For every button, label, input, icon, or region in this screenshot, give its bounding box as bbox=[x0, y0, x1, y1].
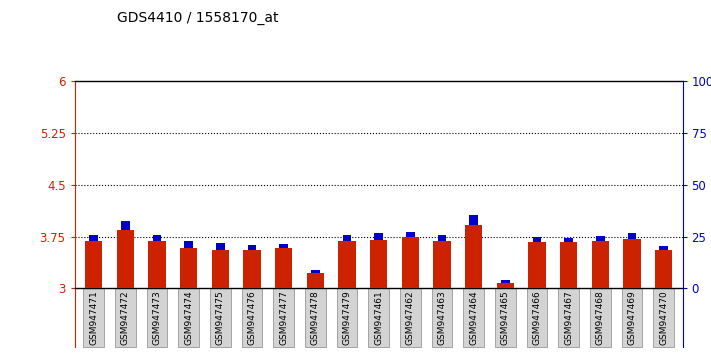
Text: GSM947477: GSM947477 bbox=[279, 290, 288, 345]
Bar bbox=[496, 283, 514, 288]
Bar bbox=[275, 248, 292, 288]
Bar bbox=[184, 241, 193, 248]
Text: GSM947467: GSM947467 bbox=[564, 290, 573, 345]
Bar bbox=[501, 280, 510, 283]
Bar bbox=[592, 241, 609, 288]
Bar bbox=[565, 238, 573, 242]
Text: GSM947461: GSM947461 bbox=[374, 290, 383, 345]
Bar bbox=[624, 239, 641, 288]
Bar bbox=[121, 221, 129, 230]
Text: GSM947474: GSM947474 bbox=[184, 290, 193, 345]
Bar bbox=[117, 230, 134, 288]
Bar bbox=[242, 288, 262, 347]
Bar bbox=[247, 245, 256, 250]
Bar bbox=[311, 270, 319, 273]
Bar bbox=[433, 241, 451, 288]
Bar bbox=[628, 233, 636, 239]
Bar bbox=[85, 241, 102, 288]
Bar bbox=[115, 288, 136, 347]
Text: GSM947475: GSM947475 bbox=[216, 290, 225, 345]
Bar bbox=[149, 241, 166, 288]
Bar bbox=[495, 288, 515, 347]
Bar bbox=[560, 242, 577, 288]
Bar bbox=[216, 243, 225, 250]
Text: GSM947469: GSM947469 bbox=[627, 290, 636, 345]
Bar bbox=[438, 234, 447, 241]
Text: GSM947463: GSM947463 bbox=[437, 290, 447, 345]
Text: GSM947473: GSM947473 bbox=[152, 290, 161, 345]
Text: GSM947470: GSM947470 bbox=[659, 290, 668, 345]
Bar bbox=[590, 288, 611, 347]
Bar bbox=[659, 246, 668, 250]
Bar bbox=[406, 232, 415, 237]
Bar bbox=[178, 288, 199, 347]
Bar bbox=[210, 288, 230, 347]
Bar bbox=[370, 240, 387, 288]
Text: GSM947466: GSM947466 bbox=[533, 290, 541, 345]
Bar bbox=[527, 288, 547, 347]
Bar bbox=[653, 288, 674, 347]
Bar bbox=[83, 288, 104, 347]
Text: GSM947472: GSM947472 bbox=[121, 290, 130, 345]
Text: GSM947479: GSM947479 bbox=[343, 290, 351, 345]
Bar bbox=[243, 250, 261, 288]
Bar bbox=[338, 241, 356, 288]
Bar bbox=[279, 244, 288, 248]
Text: GDS4410 / 1558170_at: GDS4410 / 1558170_at bbox=[117, 11, 279, 25]
Bar bbox=[306, 273, 324, 288]
Bar bbox=[374, 233, 383, 240]
Bar bbox=[596, 236, 604, 241]
Bar bbox=[212, 250, 229, 288]
Bar bbox=[273, 288, 294, 347]
Bar bbox=[655, 250, 673, 288]
Bar bbox=[402, 237, 419, 288]
Bar bbox=[469, 215, 478, 225]
Bar bbox=[621, 288, 642, 347]
Bar bbox=[432, 288, 452, 347]
Text: GSM947476: GSM947476 bbox=[247, 290, 257, 345]
Bar bbox=[533, 236, 541, 242]
Bar bbox=[368, 288, 389, 347]
Bar bbox=[180, 248, 198, 288]
Bar bbox=[558, 288, 579, 347]
Bar bbox=[464, 288, 484, 347]
Text: GSM947464: GSM947464 bbox=[469, 290, 478, 345]
Bar bbox=[343, 234, 351, 241]
Bar bbox=[305, 288, 326, 347]
Text: GSM947478: GSM947478 bbox=[311, 290, 320, 345]
Text: GSM947468: GSM947468 bbox=[596, 290, 605, 345]
Bar bbox=[400, 288, 421, 347]
Text: GSM947462: GSM947462 bbox=[406, 290, 415, 345]
Bar bbox=[153, 234, 161, 241]
Bar bbox=[90, 234, 98, 241]
Text: GSM947471: GSM947471 bbox=[89, 290, 98, 345]
Text: GSM947465: GSM947465 bbox=[501, 290, 510, 345]
Bar bbox=[336, 288, 357, 347]
Bar bbox=[528, 242, 545, 288]
Bar bbox=[465, 225, 482, 288]
Bar bbox=[146, 288, 167, 347]
